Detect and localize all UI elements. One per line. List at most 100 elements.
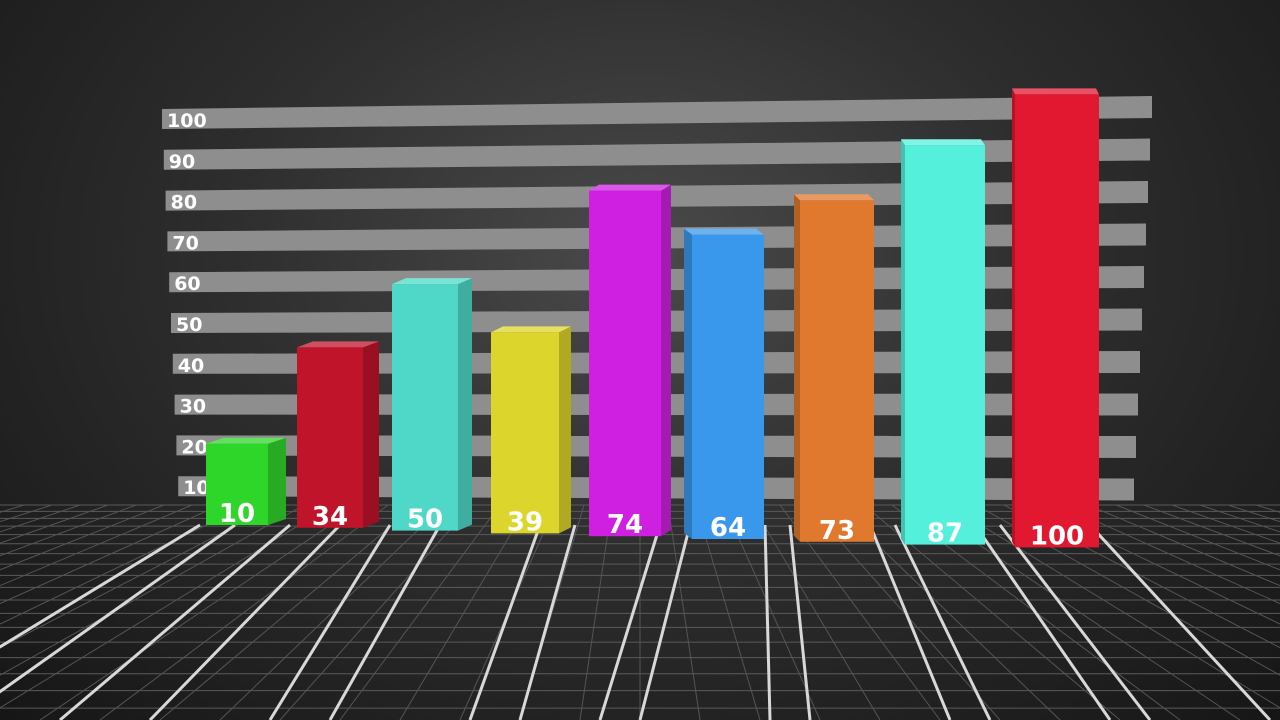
y-tick-label: 60 xyxy=(174,273,200,295)
floor-lane-line xyxy=(638,524,692,720)
floor-lane-line xyxy=(788,524,812,720)
floor-grid-line xyxy=(339,504,501,720)
floor-grid-line xyxy=(947,504,1280,709)
floor-grid-line xyxy=(39,504,361,720)
bar-front-face xyxy=(206,443,268,525)
bar: 87 xyxy=(901,139,985,549)
bar-front-face xyxy=(1015,94,1099,548)
bar-side-face xyxy=(363,341,379,528)
floor-grid-line xyxy=(1115,504,1280,571)
floor-lane-line xyxy=(518,524,577,720)
floor-grid-line xyxy=(1171,504,1280,544)
floor-grid-line xyxy=(1031,504,1280,625)
bar-front-face xyxy=(692,234,764,539)
bar-front-face xyxy=(491,332,559,534)
floor-lane-line xyxy=(0,523,236,694)
floor-lane-line xyxy=(763,524,772,720)
y-tick-label: 50 xyxy=(176,314,202,336)
bar-side-face xyxy=(559,326,571,534)
floor-grid-line xyxy=(279,504,473,720)
bar-side-face xyxy=(684,228,692,539)
bars: 10 34 50 39 74 64 73 87 100 xyxy=(206,88,1099,551)
floor-grid-line xyxy=(695,504,761,720)
bar-side-face xyxy=(794,194,800,542)
bar-value-label: 73 xyxy=(819,516,855,546)
floor-grid-line xyxy=(1255,504,1280,513)
floor-grid-line xyxy=(99,504,389,720)
bar-top-face xyxy=(684,228,764,235)
bar-side-face xyxy=(1012,88,1015,548)
bar-value-label: 50 xyxy=(407,505,443,535)
floor-grid-line xyxy=(399,504,529,720)
floor-lane-line xyxy=(893,524,992,720)
bar-top-face xyxy=(206,437,286,444)
bar-top-face xyxy=(589,184,671,191)
bar-front-face xyxy=(392,284,458,531)
bar: 39 xyxy=(491,326,571,537)
gridline-band xyxy=(163,138,1151,170)
floor-grid-line xyxy=(159,504,417,720)
bar: 100 xyxy=(1012,88,1099,551)
bar-side-face xyxy=(901,139,905,545)
floor-lane-line xyxy=(973,524,1112,720)
floor-grid-line xyxy=(1143,504,1280,557)
floor-grid-line xyxy=(751,504,881,720)
floor-grid-line xyxy=(0,504,277,649)
y-tick-label: 80 xyxy=(171,192,197,214)
bar-side-face xyxy=(458,278,472,531)
bar-value-label: 10 xyxy=(219,499,255,529)
bar: 64 xyxy=(684,228,764,543)
floor-lane-line xyxy=(148,523,342,720)
floor-grid-line xyxy=(0,504,193,587)
floor-grid-line xyxy=(1087,504,1280,587)
floor-grid-line xyxy=(0,504,137,557)
bar-side-face xyxy=(268,437,286,525)
floor-lane-line xyxy=(468,524,542,720)
y-tick-label: 10 xyxy=(183,477,209,499)
floor-grid-line xyxy=(0,504,221,605)
floor-grid-line xyxy=(1059,504,1280,605)
floor-lane-line xyxy=(59,523,291,720)
y-tick-label: 40 xyxy=(178,355,204,377)
bar-front-face xyxy=(905,145,985,545)
bar-value-label: 64 xyxy=(710,513,746,543)
floor-grid-line xyxy=(219,504,445,720)
floor-lane-line xyxy=(328,524,442,720)
bar: 34 xyxy=(297,341,379,532)
bar-top-face xyxy=(794,194,874,201)
bar-front-face xyxy=(297,347,363,528)
bar-value-label: 74 xyxy=(607,510,643,540)
floor-lane-line xyxy=(1088,523,1272,720)
y-tick-label: 20 xyxy=(181,436,207,458)
y-tick-label: 70 xyxy=(172,232,198,254)
bar-front-face xyxy=(800,200,874,542)
bar-top-face xyxy=(297,341,379,348)
bar-value-label: 87 xyxy=(927,519,963,549)
floor-lane-line xyxy=(868,524,952,720)
floor-grid-line xyxy=(0,504,165,571)
bar-top-face xyxy=(901,139,985,146)
bar: 10 xyxy=(206,437,286,529)
floor-grid-line xyxy=(579,504,613,720)
bar-front-face xyxy=(589,190,661,537)
bar: 50 xyxy=(392,278,472,535)
bar: 73 xyxy=(794,194,874,546)
bar: 74 xyxy=(589,184,671,540)
floor-grid-line xyxy=(667,504,701,720)
floor-lane-line xyxy=(998,524,1152,720)
gridline-band xyxy=(162,96,1152,129)
floor-grid-line xyxy=(0,504,109,544)
floor-grid-line xyxy=(1227,504,1280,523)
floor-grid-line xyxy=(0,504,249,625)
y-tick-label: 90 xyxy=(169,151,195,173)
floor-lane-line xyxy=(268,524,392,720)
bar-value-label: 100 xyxy=(1030,521,1084,551)
floor-grid-line xyxy=(723,504,821,720)
bar-value-label: 34 xyxy=(312,502,348,532)
bar-top-face xyxy=(1012,88,1099,95)
floor-lane-line xyxy=(0,523,201,649)
bar-value-label: 39 xyxy=(507,507,543,537)
y-tick-label: 100 xyxy=(167,110,207,132)
bar-top-face xyxy=(392,278,472,285)
bar-top-face xyxy=(491,326,571,333)
